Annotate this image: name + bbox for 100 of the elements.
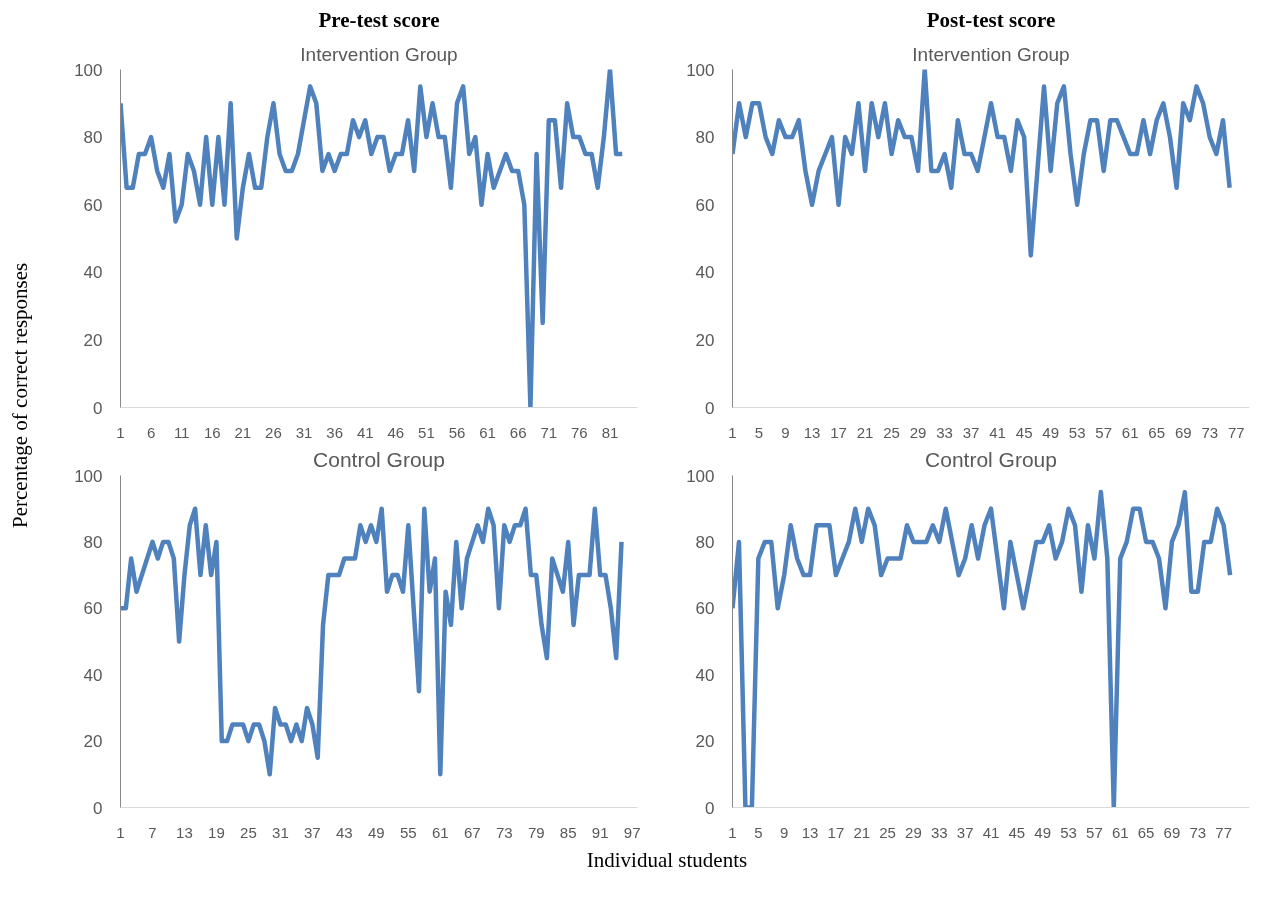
x-tick-label: 73: [495, 823, 513, 841]
x-tick-label: 43: [336, 823, 353, 841]
x-tick-label: 69: [1163, 823, 1181, 841]
x-tick-label: 66: [509, 423, 527, 441]
y-tick-label: 60: [695, 599, 715, 619]
x-tick-label: 81: [601, 423, 619, 441]
y-tick-label: 60: [695, 195, 715, 215]
x-tick-label: 69: [1174, 423, 1192, 441]
y-tick-label: 40: [695, 263, 715, 283]
x-tick-label: 25: [240, 823, 257, 841]
y-tick-label: 0: [705, 798, 715, 818]
x-tick-label: 49: [1034, 823, 1052, 841]
y-tick-label: 80: [695, 128, 715, 148]
x-tick-label: 46: [387, 423, 405, 441]
x-tick-label: 9: [781, 423, 790, 441]
x-tick-label: 33: [930, 823, 948, 841]
x-tick-label: 45: [1015, 423, 1033, 441]
x-tick-label: 37: [304, 823, 321, 841]
x-tick-label: 1: [728, 823, 737, 841]
y-tick-label: 0: [705, 398, 715, 418]
x-tick-label: 1: [728, 423, 737, 441]
y-tick-label: 80: [83, 532, 103, 552]
x-tick-label: 85: [559, 823, 577, 841]
x-tick-label: 17: [827, 823, 845, 841]
x-tick-label: 41: [989, 423, 1006, 441]
y-tick-label: 60: [83, 599, 103, 619]
x-tick-label: 13: [176, 823, 193, 841]
y-tick-label: 40: [695, 665, 715, 685]
x-tick-label: 13: [803, 423, 821, 441]
x-tick-label: 25: [879, 823, 896, 841]
x-tick-label: 76: [571, 423, 588, 441]
x-tick-label: 21: [856, 423, 874, 441]
chart-subtitle: Intervention Group: [300, 43, 458, 65]
x-tick-label: 37: [962, 423, 980, 441]
x-tick-label: 17: [830, 423, 847, 441]
x-tick-label: 29: [905, 823, 922, 841]
x-tick-label: 49: [1042, 423, 1059, 441]
x-tick-label: 36: [326, 423, 343, 441]
x-tick-label: 65: [1137, 823, 1155, 841]
x-tick-label: 73: [1189, 823, 1207, 841]
x-tick-label: 61: [1111, 823, 1129, 841]
y-tick-label: 100: [74, 466, 103, 486]
y-axis-title: Percentage of correct responses: [7, 261, 33, 530]
y-tick-label: 40: [83, 665, 103, 685]
x-tick-label: 61: [431, 823, 449, 841]
x-tick-label: 65: [1148, 423, 1166, 441]
x-tick-label: 55: [399, 823, 417, 841]
x-tick-label: 1: [116, 823, 125, 841]
x-tick-label: 45: [1008, 823, 1026, 841]
x-tick-label: 57: [1095, 423, 1113, 441]
x-tick-label: 71: [540, 423, 558, 441]
x-tick-label: 31: [272, 823, 289, 841]
x-axis-title: Individual students: [585, 847, 749, 874]
x-tick-label: 1: [116, 423, 125, 441]
x-tick-label: 53: [1068, 423, 1086, 441]
x-tick-label: 53: [1060, 823, 1077, 841]
y-tick-label: 80: [83, 128, 103, 148]
x-tick-label: 41: [356, 423, 374, 441]
y-tick-label: 100: [686, 60, 715, 80]
x-tick-label: 33: [936, 423, 953, 441]
x-tick-label: 41: [982, 823, 1000, 841]
x-tick-label: 16: [203, 423, 221, 441]
line-series: [120, 506, 624, 777]
chart-title: Post-test score: [926, 7, 1056, 32]
chart-title: Control Group: [313, 447, 445, 471]
x-tick-label: 11: [173, 423, 190, 441]
y-tick-label: 20: [695, 330, 715, 350]
chart-title: Control Group: [925, 447, 1057, 471]
x-tick-label: 6: [146, 423, 156, 441]
x-tick-label: 77: [1215, 823, 1232, 841]
x-tick-label: 77: [1227, 423, 1245, 441]
x-tick-label: 91: [591, 823, 609, 841]
line-series: [732, 69, 1232, 258]
y-tick-label: 20: [695, 732, 715, 752]
x-tick-label: 37: [956, 823, 974, 841]
x-tick-label: 97: [623, 823, 641, 841]
y-tick-label: 80: [695, 532, 715, 552]
x-tick-label: 9: [780, 823, 789, 841]
chart-subtitle: Intervention Group: [912, 43, 1070, 65]
x-tick-label: 21: [853, 823, 871, 841]
y-tick-label: 100: [74, 60, 103, 80]
x-tick-label: 25: [883, 423, 900, 441]
x-tick-label: 61: [479, 423, 496, 441]
y-tick-label: 100: [686, 466, 715, 486]
x-tick-label: 5: [754, 423, 764, 441]
x-tick-label: 51: [418, 423, 435, 441]
line-series: [120, 69, 625, 408]
y-tick-label: 20: [83, 330, 103, 350]
x-tick-label: 5: [754, 823, 763, 841]
x-tick-label: 61: [1121, 423, 1139, 441]
x-tick-label: 56: [448, 423, 466, 441]
line-series: [732, 489, 1233, 808]
chart-title: Pre-test score: [318, 7, 440, 32]
x-tick-label: 73: [1201, 423, 1219, 441]
y-tick-label: 20: [83, 732, 103, 752]
x-tick-label: 21: [234, 423, 252, 441]
x-tick-label: 13: [801, 823, 819, 841]
y-tick-label: 0: [93, 398, 103, 418]
x-tick-label: 57: [1086, 823, 1103, 841]
x-tick-label: 79: [527, 823, 545, 841]
